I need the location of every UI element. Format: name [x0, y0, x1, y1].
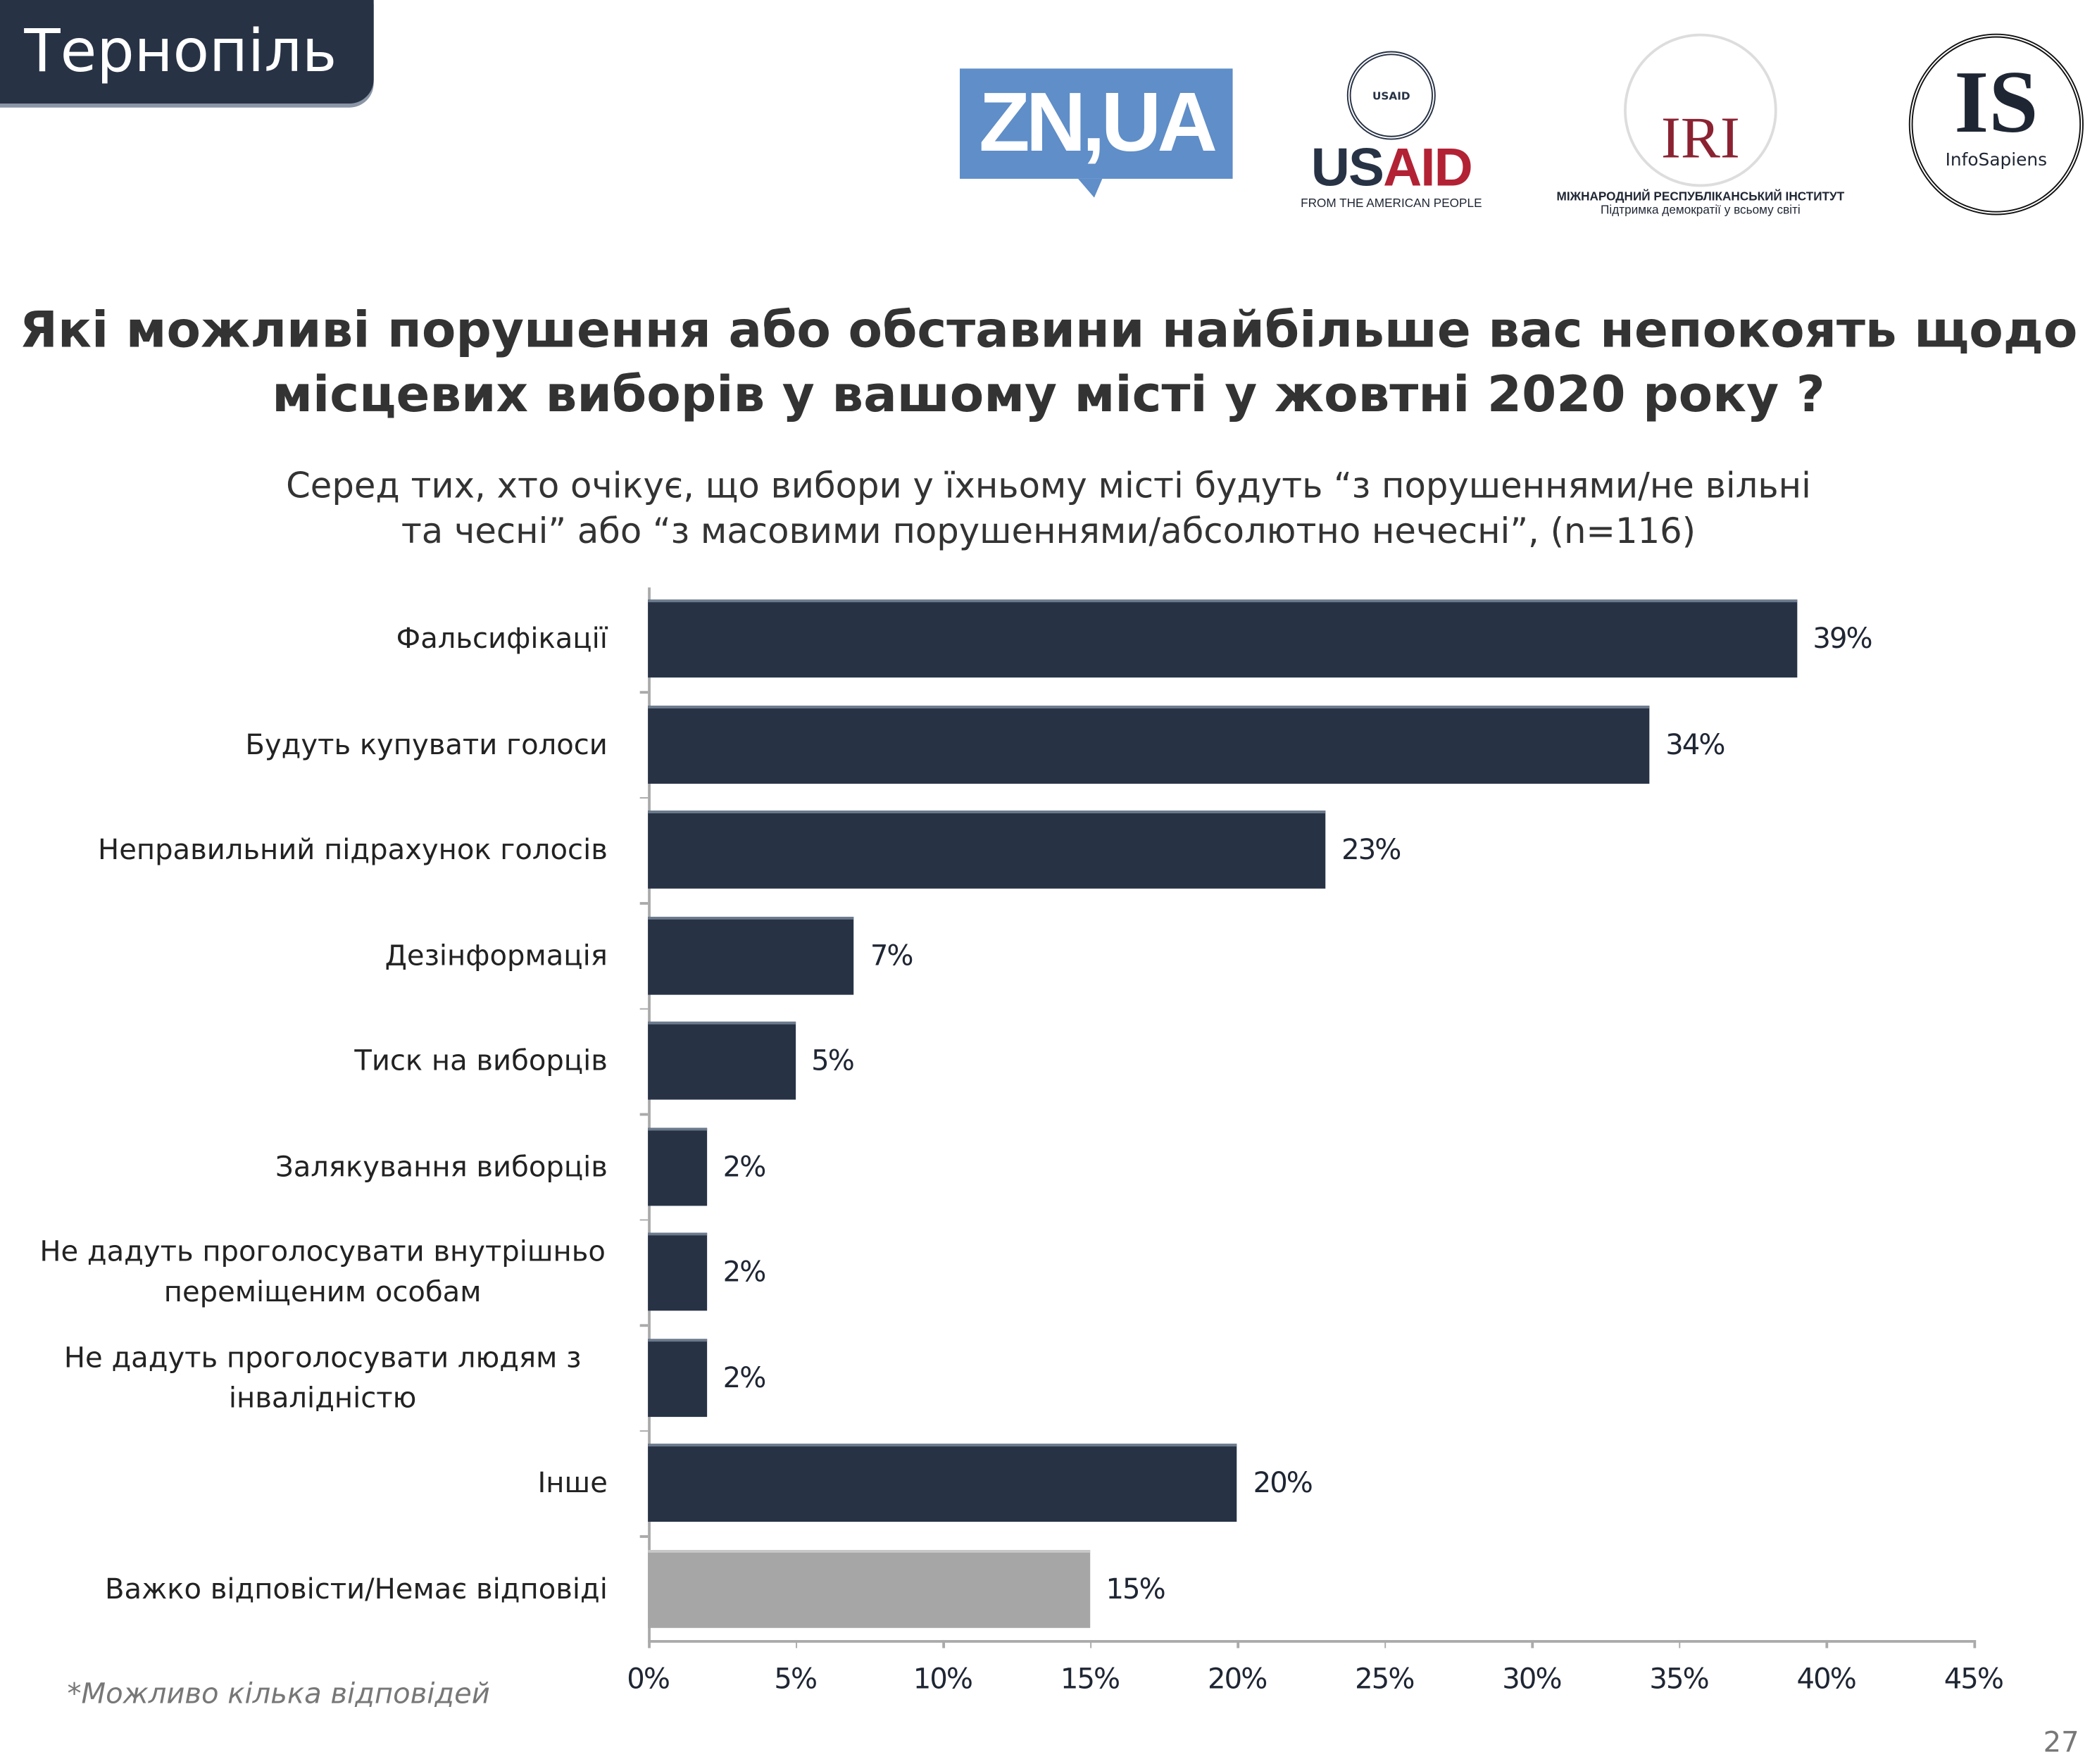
x-tick-label: 45% [1943, 1663, 2004, 1696]
x-tick [1384, 1639, 1386, 1649]
data-label: 23% [1341, 833, 1401, 866]
y-tick [639, 691, 649, 694]
x-tick [1089, 1639, 1092, 1649]
data-label: 39% [1813, 622, 1872, 655]
bar [648, 705, 1650, 783]
bar [648, 1444, 1237, 1522]
data-label: 7% [870, 939, 914, 972]
x-tick [648, 1639, 651, 1649]
x-tick-label: 30% [1502, 1663, 1562, 1696]
data-label: 2% [722, 1256, 767, 1288]
zn-ua-logo: ZN,UA [960, 68, 1233, 198]
category-label: Важко відповісти/Немає відповіді [105, 1572, 608, 1605]
infosapiens-name: InfoSapiens [1945, 150, 2048, 171]
bar [648, 1338, 707, 1417]
footnote: *Можливо кілька відповідей [67, 1677, 490, 1710]
data-label: 2% [722, 1150, 767, 1182]
x-tick-label: 10% [913, 1663, 973, 1696]
iri-tagline: Підтримка демократії у всьому світі [1601, 203, 1801, 217]
x-tick [1973, 1639, 1976, 1649]
x-tick [1237, 1639, 1239, 1649]
y-tick [639, 1113, 649, 1115]
infosapiens-logo: IS InfoSapiens [1908, 33, 2084, 215]
bar [648, 1549, 1090, 1627]
y-tick [639, 1008, 649, 1011]
y-tick [639, 1535, 649, 1538]
title-line: Які можливі порушення або обставини найб… [19, 301, 2078, 359]
x-tick [942, 1639, 945, 1649]
bar [648, 1127, 707, 1206]
chart-subtitle: Серед тих, хто очікує, що вибори у їхньо… [0, 464, 2097, 556]
category-label: Дезінформація [384, 939, 608, 972]
data-label: 15% [1106, 1572, 1165, 1605]
data-label: 5% [811, 1044, 855, 1077]
globe-icon [1624, 33, 1777, 187]
category-label: Інше [537, 1466, 608, 1499]
x-tick [1531, 1639, 1534, 1649]
y-tick [639, 1430, 649, 1432]
x-tick-label: 40% [1796, 1663, 1857, 1696]
category-label: Будуть купувати голоси [245, 727, 608, 761]
x-tick [1826, 1639, 1829, 1649]
usaid-tagline: FROM THE AMERICAN PEOPLE [1301, 196, 1482, 210]
y-tick [639, 796, 649, 799]
x-tick-label: 25% [1355, 1663, 1415, 1696]
usaid-word-aid: AID [1383, 138, 1473, 198]
x-tick [1679, 1639, 1681, 1649]
bar [648, 811, 1326, 889]
iri-name: МІЖНАРОДНИЙ РЕСПУБЛІКАНСЬКИЙ ІНСТИТУТ [1556, 189, 1845, 204]
bar [648, 915, 854, 994]
x-tick-label: 5% [774, 1663, 818, 1696]
x-tick-label: 0% [627, 1663, 670, 1696]
data-label: 20% [1253, 1466, 1313, 1499]
x-tick-label: 15% [1060, 1663, 1120, 1696]
x-axis-line [648, 1639, 1974, 1642]
category-label: Фальсифікації [396, 622, 608, 655]
data-label: 2% [722, 1360, 767, 1394]
subtitle-line: та чесні” або “з масовими порушеннями/аб… [401, 512, 1696, 553]
category-label: Залякування виборців [275, 1150, 608, 1182]
bar [648, 1021, 796, 1100]
x-tick-label: 20% [1207, 1663, 1267, 1696]
iri-logo: IRI МІЖНАРОДНИЙ РЕСПУБЛІКАНСЬКИЙ ІНСТИТУ… [1526, 33, 1875, 222]
y-axis-line [648, 587, 651, 1640]
page-number: 27 [2043, 1726, 2079, 1758]
subtitle-line: Серед тих, хто очікує, що вибори у їхньо… [286, 466, 1811, 507]
category-label: Тиск на виборців [354, 1044, 608, 1077]
iri-word: IRI [1660, 104, 1740, 171]
y-tick [639, 1218, 649, 1221]
usaid-seal-icon: USAID [1346, 51, 1436, 140]
category-label: Не дадуть проголосувати людям з інвалідн… [63, 1341, 582, 1414]
usaid-word-us: US [1310, 138, 1384, 198]
bar [648, 1232, 707, 1311]
is-word: IS [1954, 54, 2039, 152]
city-label: Тернопіль [0, 0, 374, 104]
x-tick-label: 35% [1649, 1663, 1709, 1696]
data-label: 34% [1665, 727, 1725, 761]
category-label: Не дадуть проголосувати внутрішньо перем… [39, 1235, 606, 1308]
y-tick [639, 902, 649, 905]
category-label: Неправильний підрахунок голосів [98, 833, 608, 866]
y-tick [639, 1324, 649, 1327]
x-tick [795, 1639, 798, 1649]
title-line: місцевих виборів у вашому місті у жовтні… [272, 365, 1825, 424]
usaid-logo: USAID USAID FROM THE AMERICAN PEOPLE [1291, 51, 1492, 220]
bar [648, 599, 1797, 678]
chart-title: Які можливі порушення або обставини найб… [0, 299, 2097, 427]
